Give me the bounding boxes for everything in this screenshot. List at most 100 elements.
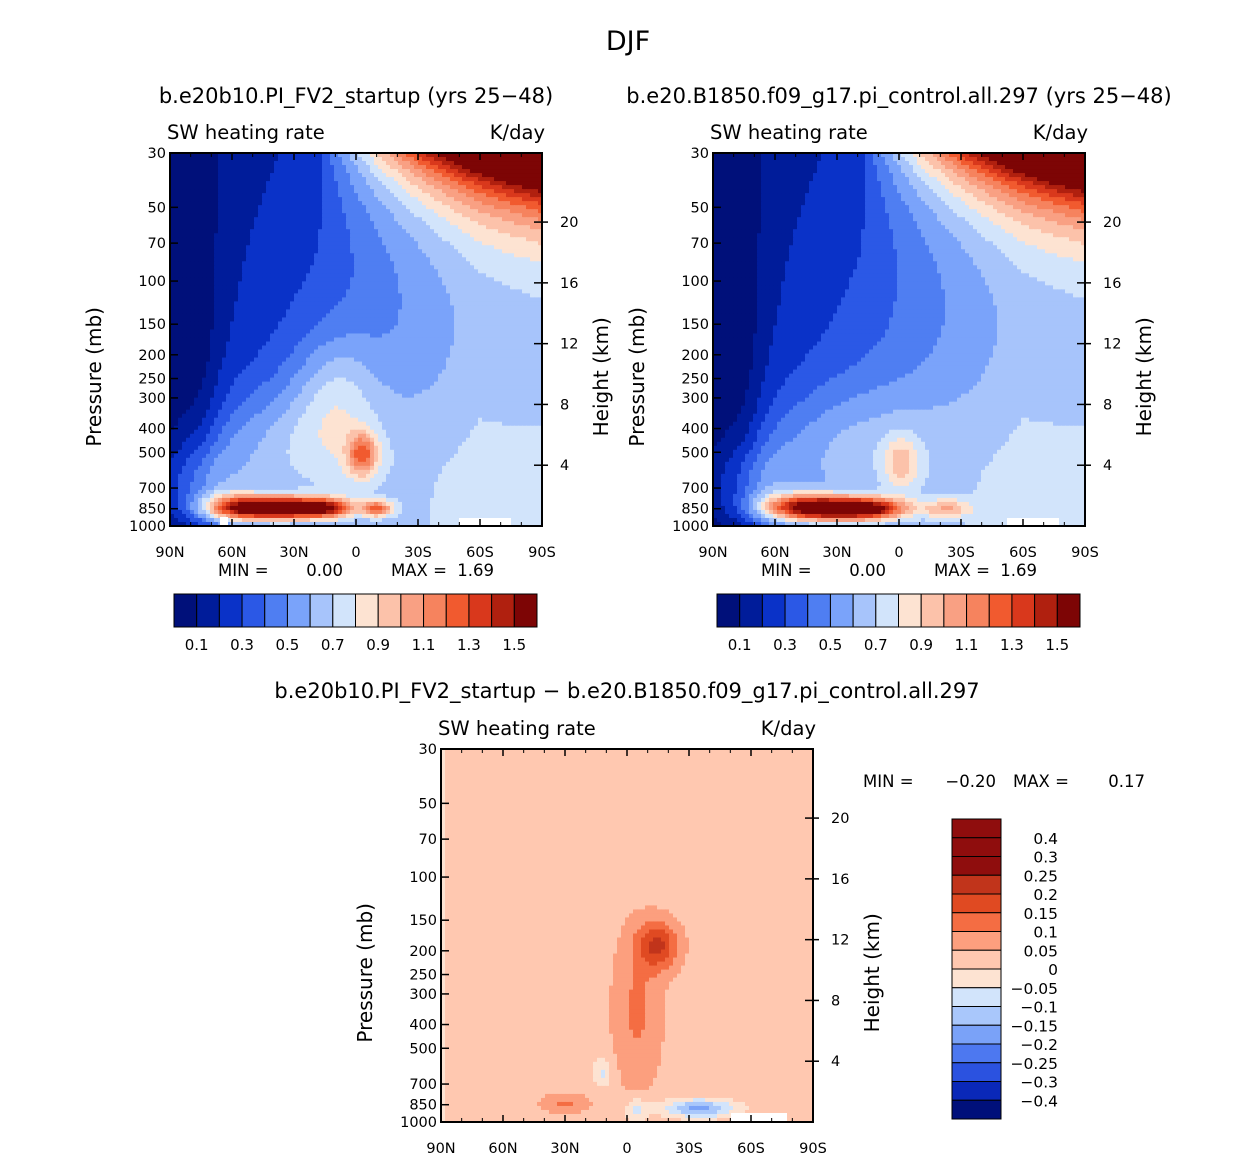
contour-cell: [174, 177, 179, 182]
contour-cell: [330, 309, 335, 315]
contour-cell: [346, 181, 351, 186]
contour-cell: [186, 197, 191, 202]
contour-cell: [258, 205, 263, 210]
contour-cell: [174, 181, 179, 186]
contour-cell: [490, 241, 495, 246]
contour-cell: [234, 313, 239, 319]
contour-cell: [178, 321, 183, 327]
contour-cell: [370, 245, 375, 250]
contour-cell: [470, 237, 475, 242]
contour-cell: [354, 193, 359, 198]
contour-cell: [274, 277, 279, 282]
contour-cell: [270, 321, 275, 327]
contour-cell: [198, 213, 203, 218]
contour-cell: [458, 305, 463, 311]
contour-cell: [394, 189, 399, 194]
contour-cell: [226, 289, 231, 294]
contour-cell: [454, 153, 459, 158]
contour-cell: [394, 253, 399, 258]
contour-cell: [278, 229, 283, 234]
contour-cell: [266, 277, 271, 282]
contour-cell: [386, 189, 391, 194]
contour-cell: [226, 245, 231, 250]
contour-cell: [170, 337, 175, 343]
contour-cell: [514, 349, 519, 355]
contour-cell: [498, 225, 503, 230]
contour-cell: [274, 349, 279, 355]
contour-cell: [334, 349, 339, 355]
contour-cell: [238, 293, 243, 298]
contour-cell: [250, 233, 255, 238]
contour-cell: [406, 237, 411, 242]
contour-cell: [438, 361, 443, 367]
contour-cell: [438, 225, 443, 230]
contour-cell: [302, 293, 307, 298]
contour-cell: [454, 337, 459, 343]
contour-cell: [314, 245, 319, 250]
contour-cell: [490, 317, 495, 323]
contour-cell: [310, 293, 315, 298]
contour-cell: [194, 293, 199, 298]
contour-cell: [222, 249, 227, 254]
contour-cell: [322, 241, 327, 246]
contour-cell: [506, 233, 511, 238]
contour-cell: [450, 249, 455, 254]
contour-cell: [314, 325, 319, 331]
contour-cell: [478, 293, 483, 298]
contour-cell: [202, 281, 207, 286]
contour-cell: [426, 349, 431, 355]
contour-cell: [266, 325, 271, 331]
contour-cell: [342, 241, 347, 246]
contour-cell: [430, 357, 435, 363]
contour-cell: [510, 245, 515, 250]
contour-cell: [214, 253, 219, 258]
contour-cell: [214, 273, 219, 278]
contour-cell: [450, 173, 455, 178]
contour-cell: [170, 229, 175, 234]
contour-cell: [274, 165, 279, 170]
contour-cell: [258, 157, 263, 162]
contour-cell: [334, 237, 339, 242]
contour-cell: [454, 277, 459, 282]
contour-cell: [434, 217, 439, 222]
contour-cell: [310, 177, 315, 182]
contour-cell: [342, 293, 347, 298]
contour-cell: [394, 317, 399, 323]
contour-cell: [202, 153, 207, 158]
contour-cell: [378, 289, 383, 294]
contour-cell: [178, 209, 183, 214]
contour-cell: [514, 153, 519, 158]
contour-cell: [234, 217, 239, 222]
contour-cell: [470, 169, 475, 174]
contour-cell: [350, 281, 355, 286]
contour-cell: [522, 361, 527, 367]
contour-cell: [402, 317, 407, 323]
contour-cell: [250, 289, 255, 294]
contour-cell: [282, 357, 287, 363]
contour-cell: [506, 321, 511, 327]
contour-cell: [490, 157, 495, 162]
contour-cell: [458, 177, 463, 182]
contour-cell: [494, 281, 499, 286]
contour-cell: [466, 257, 471, 262]
contour-cell: [298, 161, 303, 166]
contour-cell: [278, 253, 283, 258]
contour-cell: [442, 317, 447, 323]
contour-cell: [442, 257, 447, 262]
contour-cell: [394, 177, 399, 182]
contour-cell: [522, 289, 527, 294]
contour-cell: [278, 345, 283, 351]
contour-cell: [462, 169, 467, 174]
contour-cell: [474, 229, 479, 234]
contour-cell: [306, 281, 311, 286]
contour-cell: [430, 281, 435, 286]
contour-cell: [382, 229, 387, 234]
contour-cell: [334, 241, 339, 246]
contour-cell: [382, 249, 387, 254]
contour-cell: [266, 189, 271, 194]
contour-cell: [498, 301, 503, 307]
contour-cell: [354, 309, 359, 315]
contour-cell: [426, 233, 431, 238]
contour-cell: [514, 249, 519, 254]
contour-cell: [314, 329, 319, 335]
